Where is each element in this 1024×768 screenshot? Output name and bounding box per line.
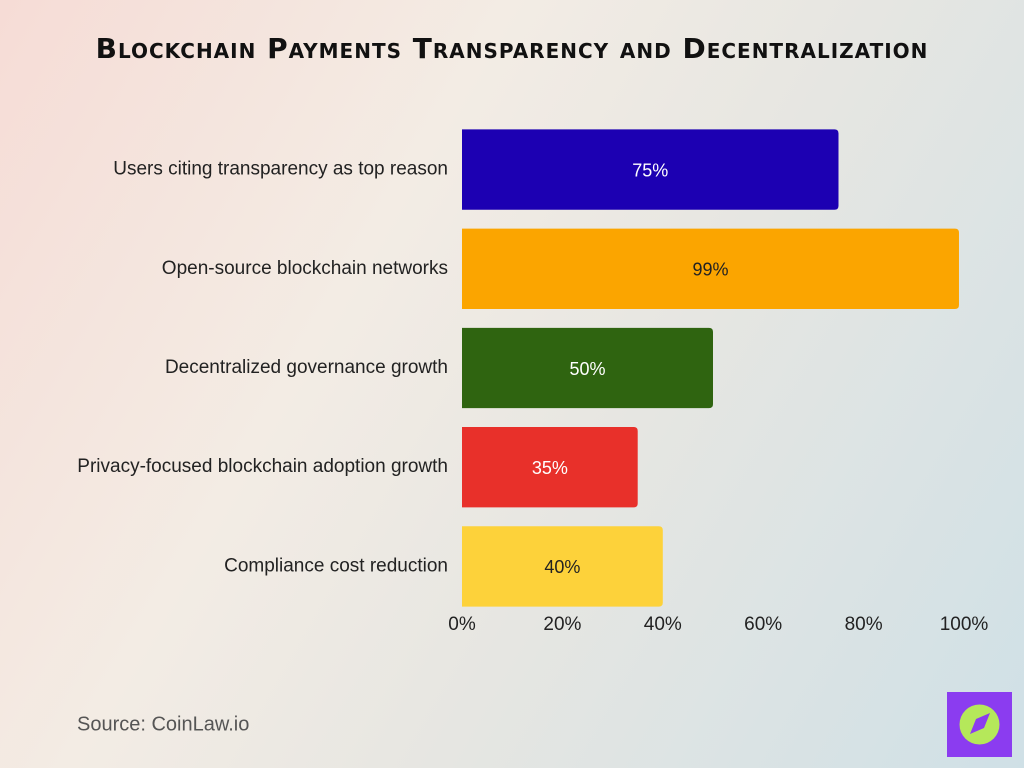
y-tick-label: Open-source blockchain networks bbox=[162, 258, 448, 279]
x-tick-label: 80% bbox=[845, 614, 883, 635]
logo bbox=[947, 692, 1012, 757]
y-tick-label: Compliance cost reduction bbox=[224, 555, 448, 576]
y-tick-label: Decentralized governance growth bbox=[165, 357, 448, 378]
x-tick-label: 0% bbox=[448, 614, 476, 635]
y-tick-label: Users citing transparency as top reason bbox=[113, 159, 448, 180]
x-tick-label: 60% bbox=[744, 614, 782, 635]
value-label: 75% bbox=[632, 160, 668, 180]
bar bbox=[462, 427, 638, 508]
bar bbox=[462, 327, 713, 409]
logo-needle bbox=[970, 713, 990, 734]
bar bbox=[462, 526, 663, 607]
bar bbox=[462, 129, 839, 210]
value-label: 99% bbox=[692, 260, 728, 280]
value-label: 35% bbox=[532, 458, 568, 478]
x-tick-label: 20% bbox=[543, 614, 581, 635]
value-label: 50% bbox=[569, 359, 605, 379]
x-tick-label: 40% bbox=[644, 614, 682, 635]
y-tick-label: Privacy-focused blockchain adoption grow… bbox=[77, 456, 448, 477]
chart-title: Blockchain Payments Transparency and Dec… bbox=[96, 32, 929, 65]
source: Source: CoinLaw.io bbox=[77, 713, 249, 735]
bar bbox=[462, 228, 959, 309]
x-tick-label: 100% bbox=[940, 614, 989, 635]
value-label: 40% bbox=[544, 557, 580, 577]
